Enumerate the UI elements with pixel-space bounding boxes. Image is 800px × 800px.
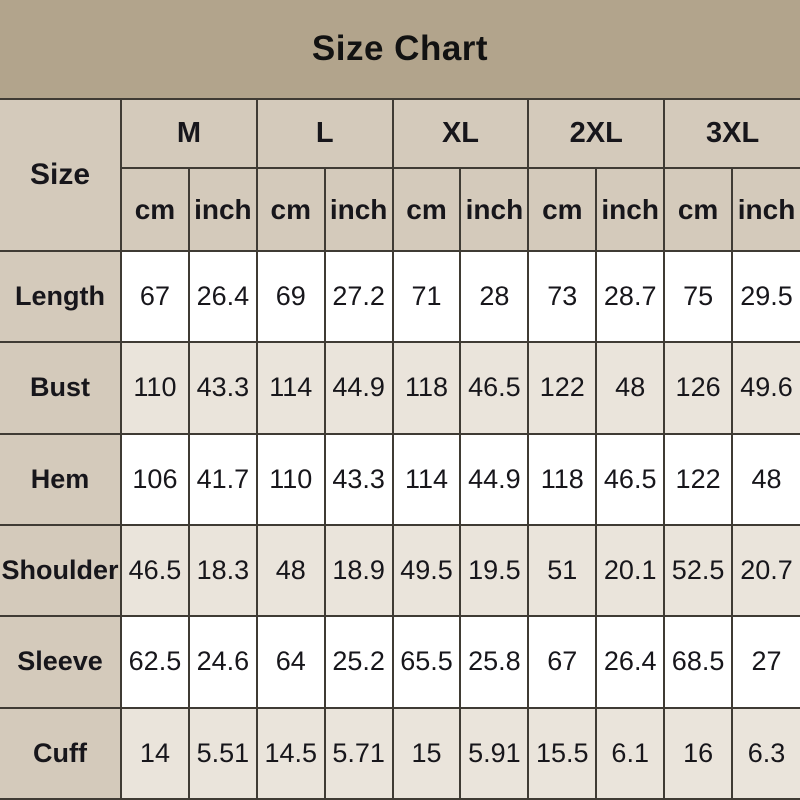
size-table-body: Length 67 26.4 69 27.2 71 28 73 28.7 75 29.5 Bust 11…: [0, 249, 800, 800]
size-group-3xl: 3XL: [663, 98, 800, 169]
measurement-cell: 67: [527, 615, 598, 709]
measurement-cell: 52.5: [663, 523, 734, 618]
measurement-cell: 118: [391, 341, 462, 435]
measurement-cell: 71: [391, 249, 462, 344]
measurement-cell: 44.9: [323, 341, 394, 435]
measurement-cell: 122: [527, 341, 598, 435]
measurement-cell: 44.9: [459, 432, 530, 526]
measurement-cell: 5.71: [323, 706, 394, 800]
unit-header-inch: inch: [187, 167, 258, 252]
measurement-cell: 126: [663, 341, 734, 435]
measurement-cell: 46.5: [595, 432, 666, 526]
measurement-cell: 62.5: [120, 615, 190, 709]
unit-header-cm: cm: [663, 167, 734, 252]
unit-header-row: cm inch cm inch cm inch cm inch cm inch: [0, 167, 800, 252]
unit-header-inch: inch: [323, 167, 394, 252]
unit-header-inch: inch: [731, 167, 800, 252]
measurement-cell: 15: [391, 706, 462, 800]
measurement-cell: 122: [663, 432, 734, 526]
measurement-cell: 6.1: [595, 706, 666, 800]
row-label-hem: Hem: [0, 432, 122, 526]
size-group-header-row: Size M L XL 2XL 3XL: [0, 98, 800, 252]
measurement-cell: 14: [120, 706, 190, 800]
measurement-cell: 48: [595, 341, 666, 435]
measurement-cell: 69: [255, 249, 326, 344]
measurement-cell: 25.2: [323, 615, 394, 709]
measurement-cell: 15.5: [527, 706, 598, 800]
measurement-cell: 114: [255, 341, 326, 435]
unit-header-cm: cm: [391, 167, 462, 252]
measurement-cell: 110: [255, 432, 326, 526]
table-row: Sleeve 62.5 24.6 64 25.2 65.5 25.8 67 26.4 68.5 27: [0, 615, 800, 709]
measurement-cell: 27: [731, 615, 800, 709]
measurement-cell: 49.6: [731, 341, 800, 435]
table-row: Cuff 14 5.51 14.5 5.71 15 5.91 15.5 6.1 16 6.3: [0, 706, 800, 800]
measurement-cell: 14.5: [255, 706, 326, 800]
measurement-cell: 24.6: [187, 615, 258, 709]
measurement-cell: 19.5: [459, 523, 530, 618]
measurement-cell: 26.4: [595, 615, 666, 709]
measurement-cell: 16: [663, 706, 734, 800]
size-group-2xl: 2XL: [527, 98, 666, 169]
row-label-shoulder: Shoulder: [0, 523, 122, 618]
measurement-cell: 110: [120, 341, 190, 435]
unit-header-cm: cm: [121, 167, 190, 252]
measurement-cell: 18.9: [323, 523, 394, 618]
measurement-cell: 51: [527, 523, 598, 618]
measurement-cell: 28: [459, 249, 530, 344]
row-label-cuff: Cuff: [0, 706, 122, 800]
measurement-cell: 48: [255, 523, 326, 618]
measurement-cell: 18.3: [187, 523, 258, 618]
measurement-cell: 73: [527, 249, 598, 344]
measurement-cell: 28.7: [595, 249, 666, 344]
measurement-cell: 118: [527, 432, 598, 526]
unit-header-inch: inch: [459, 167, 530, 252]
measurement-cell: 43.3: [323, 432, 394, 526]
title-band: Size Chart: [0, 0, 800, 98]
size-group-m: M: [120, 98, 258, 169]
size-corner-header: Size: [0, 98, 122, 252]
size-group-l: L: [255, 98, 394, 169]
measurement-cell: 75: [663, 249, 734, 344]
unit-header-inch: inch: [595, 167, 666, 252]
page-title: Size Chart: [311, 29, 489, 68]
table-row: Hem 106 41.7 110 43.3 114 44.9 118 46.5 122 48: [0, 432, 800, 526]
measurement-cell: 27.2: [323, 249, 394, 344]
measurement-cell: 26.4: [187, 249, 258, 344]
measurement-cell: 64: [255, 615, 326, 709]
table-row: Bust 110 43.3 114 44.9 118 46.5 122 48 126 49.6: [0, 341, 800, 435]
measurement-cell: 65.5: [391, 615, 462, 709]
measurement-cell: 41.7: [187, 432, 258, 526]
measurement-cell: 68.5: [663, 615, 734, 709]
size-chart-table: Size M L XL 2XL 3XL cm inch cm inch cm i…: [0, 98, 800, 800]
measurement-cell: 25.8: [459, 615, 530, 709]
measurement-cell: 46.5: [120, 523, 190, 618]
table-row: Length 67 26.4 69 27.2 71 28 73 28.7 75 29.5: [0, 249, 800, 344]
row-label-bust: Bust: [0, 341, 122, 435]
size-group-xl: XL: [391, 98, 530, 169]
measurement-cell: 46.5: [459, 341, 530, 435]
measurement-cell: 49.5: [391, 523, 462, 618]
unit-header-cm: cm: [255, 167, 326, 252]
row-label-sleeve: Sleeve: [0, 615, 122, 709]
measurement-cell: 6.3: [731, 706, 800, 800]
measurement-cell: 29.5: [731, 249, 800, 344]
measurement-cell: 20.7: [731, 523, 800, 618]
unit-header-cm: cm: [527, 167, 598, 252]
measurement-cell: 5.51: [187, 706, 258, 800]
row-label-length: Length: [0, 249, 122, 344]
measurement-cell: 48: [731, 432, 800, 526]
measurement-cell: 43.3: [187, 341, 258, 435]
table-row: Shoulder 46.5 18.3 48 18.9 49.5 19.5 51 20.1 52.5…: [0, 523, 800, 618]
measurement-cell: 106: [120, 432, 190, 526]
measurement-cell: 20.1: [595, 523, 666, 618]
measurement-cell: 114: [391, 432, 462, 526]
measurement-cell: 5.91: [459, 706, 530, 800]
measurement-cell: 67: [120, 249, 190, 344]
